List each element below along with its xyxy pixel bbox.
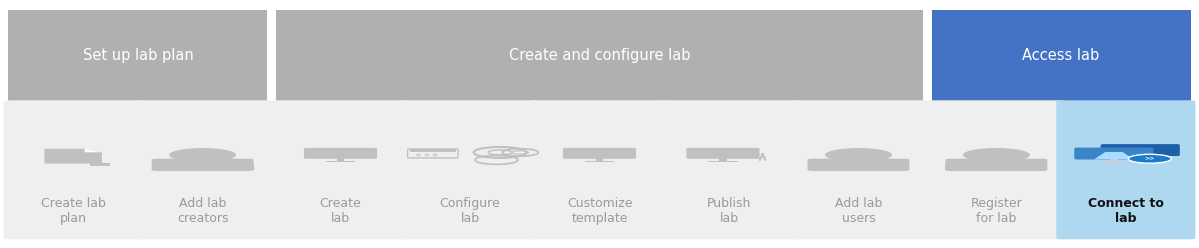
- Bar: [276, 10, 923, 101]
- Circle shape: [825, 148, 892, 162]
- Bar: [90, 163, 110, 166]
- FancyBboxPatch shape: [400, 100, 540, 239]
- Bar: [808, 165, 910, 170]
- FancyBboxPatch shape: [687, 148, 760, 159]
- Text: >>: >>: [1145, 156, 1155, 161]
- FancyBboxPatch shape: [271, 100, 410, 239]
- Bar: [326, 161, 355, 162]
- Polygon shape: [85, 149, 102, 152]
- Text: Create lab
plan: Create lab plan: [41, 197, 106, 225]
- FancyBboxPatch shape: [562, 148, 635, 159]
- FancyBboxPatch shape: [927, 100, 1066, 239]
- FancyBboxPatch shape: [1101, 144, 1180, 156]
- Text: Register
for lab: Register for lab: [970, 197, 1023, 225]
- Text: Create and configure lab: Create and configure lab: [508, 48, 691, 63]
- Text: Create
lab: Create lab: [320, 197, 361, 225]
- FancyBboxPatch shape: [1074, 148, 1153, 159]
- FancyBboxPatch shape: [305, 148, 376, 159]
- Bar: [151, 165, 253, 170]
- Text: Set up lab plan: Set up lab plan: [83, 48, 193, 63]
- Text: Configure
lab: Configure lab: [440, 197, 500, 225]
- Circle shape: [963, 148, 1030, 162]
- Circle shape: [433, 154, 438, 155]
- FancyBboxPatch shape: [151, 159, 253, 171]
- Text: Customize
template: Customize template: [567, 197, 632, 225]
- Circle shape: [1128, 154, 1171, 163]
- FancyBboxPatch shape: [789, 100, 928, 239]
- Bar: [410, 150, 456, 152]
- FancyBboxPatch shape: [659, 100, 799, 239]
- Text: Add lab
creators: Add lab creators: [177, 197, 228, 225]
- FancyBboxPatch shape: [4, 100, 143, 239]
- FancyBboxPatch shape: [530, 100, 669, 239]
- Circle shape: [424, 154, 429, 155]
- Circle shape: [416, 155, 421, 156]
- FancyBboxPatch shape: [133, 100, 272, 239]
- Bar: [585, 161, 614, 162]
- Polygon shape: [44, 149, 102, 164]
- Polygon shape: [1095, 152, 1134, 159]
- Bar: [719, 158, 727, 161]
- Circle shape: [424, 155, 429, 156]
- Bar: [709, 161, 737, 162]
- FancyBboxPatch shape: [1056, 100, 1195, 239]
- Bar: [596, 158, 603, 161]
- FancyBboxPatch shape: [946, 159, 1048, 171]
- Bar: [946, 165, 1048, 170]
- Bar: [1135, 155, 1145, 158]
- Bar: [1098, 162, 1131, 163]
- Text: Publish
lab: Publish lab: [706, 197, 752, 225]
- Bar: [8, 10, 267, 101]
- FancyBboxPatch shape: [808, 159, 909, 171]
- Text: Connect to
lab: Connect to lab: [1087, 197, 1164, 225]
- Text: Add lab
users: Add lab users: [835, 197, 882, 225]
- Circle shape: [169, 148, 236, 162]
- Bar: [932, 10, 1191, 101]
- Bar: [337, 158, 344, 161]
- Circle shape: [433, 155, 438, 156]
- Bar: [1109, 159, 1119, 162]
- Text: 📅: 📅: [459, 145, 469, 163]
- Text: Access lab: Access lab: [1023, 48, 1099, 63]
- Circle shape: [416, 154, 421, 155]
